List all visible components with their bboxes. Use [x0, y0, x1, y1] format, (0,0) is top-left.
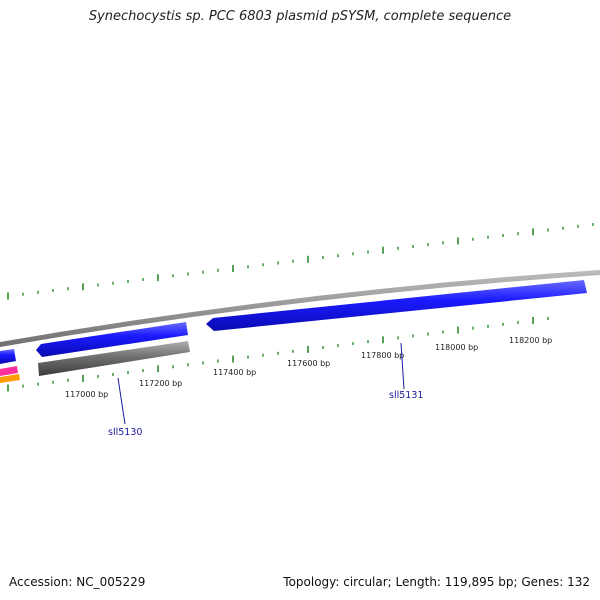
scale-label-117800: 117800 bp: [361, 351, 404, 360]
topology-summary-text: Topology: circular; Length: 119,895 bp; …: [283, 575, 590, 589]
inner-tick-ring: [7, 317, 549, 392]
pink-feature-band: [0, 366, 18, 376]
gene-label-leader-sll5130: [117, 377, 126, 425]
gene-label-sll5130: sll5130: [108, 427, 142, 438]
scale-label-118200: 118200 bp: [509, 336, 552, 345]
gene-arrow-sll5130: [36, 322, 188, 357]
outer-tick-ring: [7, 223, 594, 300]
gene-label-leader-sll5131: [400, 342, 405, 390]
gene-arrow-sll5131: [206, 280, 587, 331]
scale-label-117000: 117000 bp: [65, 390, 108, 399]
scale-label-117600: 117600 bp: [287, 359, 330, 368]
scale-label-118000: 118000 bp: [435, 343, 478, 352]
gene-label-sll5131: sll5131: [389, 390, 423, 401]
scale-label-117400: 117400 bp: [213, 368, 256, 377]
scale-label-117200: 117200 bp: [139, 379, 182, 388]
plasmid-backbone: [0, 270, 600, 347]
gray-gene-block: [38, 341, 190, 376]
scale-labels: 117000 bp 117200 bp 117400 bp 117600 bp …: [65, 336, 552, 399]
gene-arrow-left-edge: [0, 349, 16, 364]
gene-labels: sll5130 sll5131: [108, 342, 423, 438]
orange-feature-band: [0, 374, 20, 383]
accession-text: Accession: NC_005229: [9, 575, 146, 589]
map-title: Synechocystis sp. PCC 6803 plasmid pSYSM…: [88, 9, 512, 24]
